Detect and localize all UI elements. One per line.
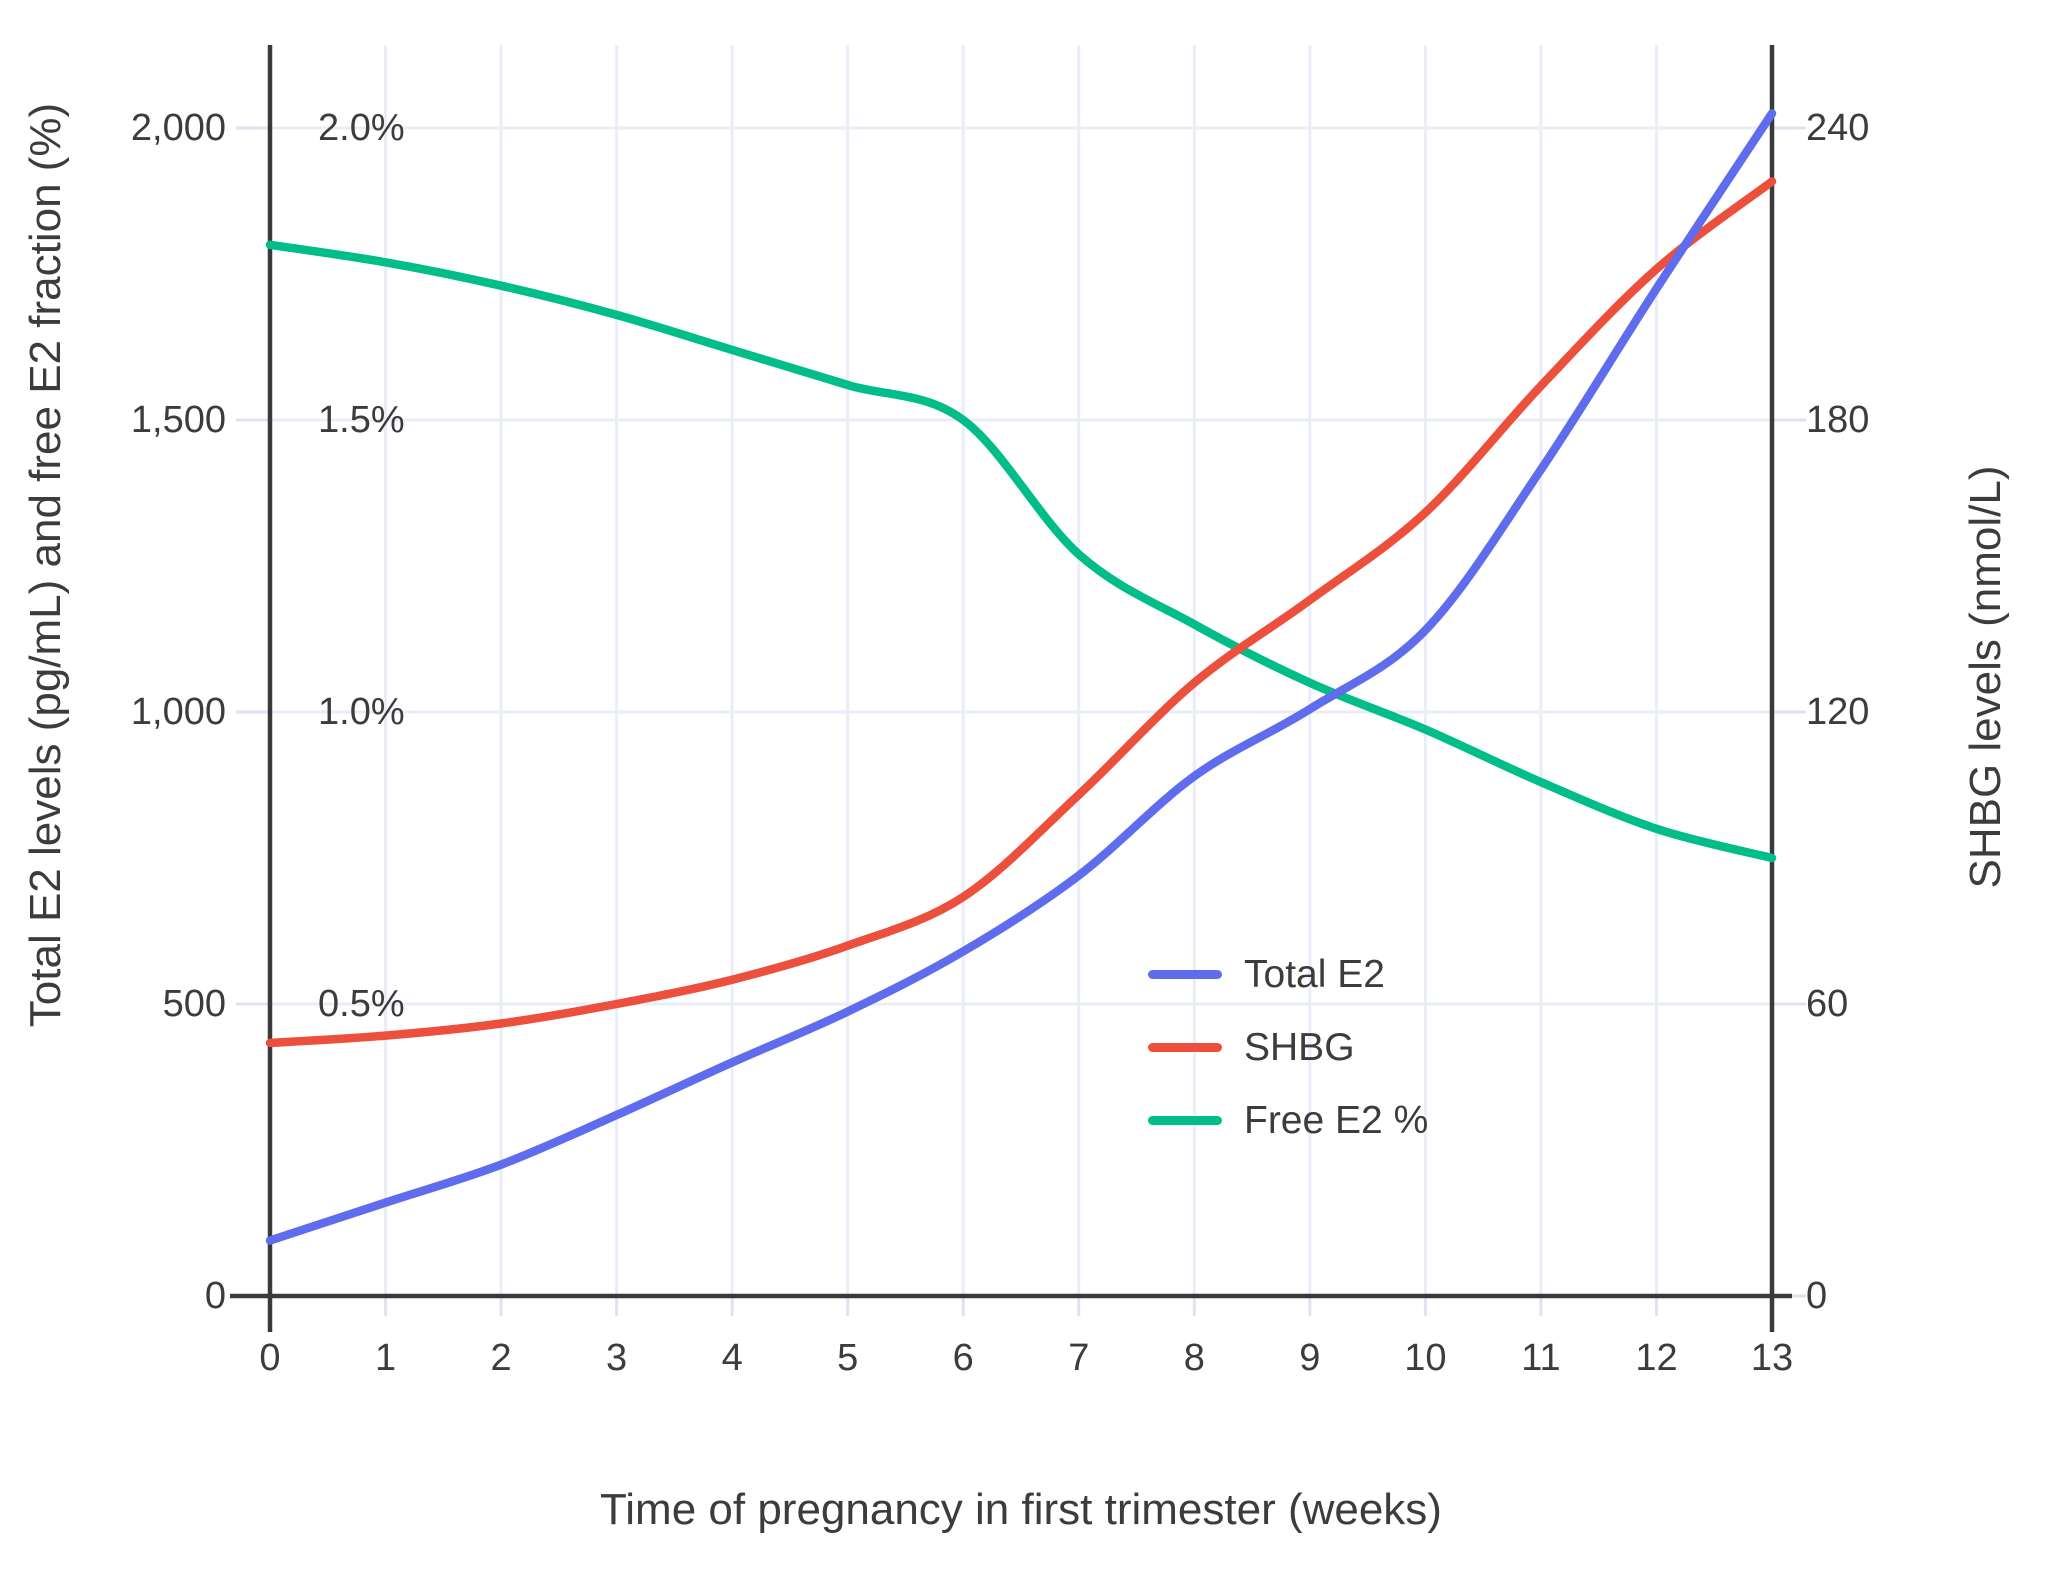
x-tick-11: 11 (1521, 1337, 1561, 1379)
y-left-tick-1,500: 1,500 (130, 399, 226, 441)
y-right-tick-240: 240 (1806, 107, 1870, 149)
x-tick-10: 10 (1404, 1337, 1447, 1379)
y-left-tick-1,000: 1,000 (130, 691, 226, 733)
legend-swatch-shbg (1148, 1043, 1222, 1052)
series-line-shbg (265, 177, 1777, 1048)
x-tick-9: 9 (1299, 1337, 1321, 1379)
x-tick-5: 5 (837, 1337, 859, 1379)
legend-label-total-e2: Total E2 (1244, 952, 1385, 996)
series-line-total-e2 (265, 109, 1777, 1245)
x-tick-2: 2 (490, 1337, 512, 1379)
x-tick-8: 8 (1183, 1337, 1205, 1379)
y-right-tick-0: 0 (1806, 1275, 1828, 1317)
x-tick-6: 6 (952, 1337, 974, 1379)
x-tick-1: 1 (374, 1337, 397, 1379)
y-axis-left-title: Total E2 levels (pg/mL) and free E2 frac… (21, 102, 70, 1028)
x-axis-title: Time of pregnancy in first trimester (we… (600, 1485, 1442, 1534)
y-axis-right-title: SHBG levels (nmol/L) (1961, 465, 2010, 889)
x-tick-3: 3 (606, 1337, 628, 1379)
y-right-tick-60: 60 (1806, 983, 1849, 1025)
x-tick-12: 12 (1635, 1337, 1678, 1379)
legend-label-free-e2: Free E2 % (1244, 1098, 1429, 1142)
legend-item-shbg: SHBG (1148, 1011, 1428, 1084)
y-percent-tick-2.0%: 2.0% (318, 107, 405, 149)
series-line-free-e2- (265, 240, 1777, 863)
legend-item-total-e2: Total E2 (1148, 938, 1428, 1011)
x-tick-13: 13 (1750, 1337, 1794, 1379)
y-percent-tick-1.0%: 1.0% (318, 691, 405, 733)
x-tick-4: 4 (721, 1337, 743, 1379)
y-right-tick-180: 180 (1806, 399, 1870, 441)
y-left-tick-500: 500 (162, 983, 226, 1025)
x-tick-7: 7 (1068, 1337, 1090, 1379)
x-tick-0: 0 (259, 1337, 281, 1379)
y-right-tick-120: 120 (1806, 691, 1870, 733)
legend: Total E2 SHBG Free E2 % (1148, 938, 1428, 1157)
legend-label-shbg: SHBG (1244, 1025, 1355, 1069)
y-left-tick-0: 0 (204, 1275, 226, 1317)
y-left-tick-2,000: 2,000 (130, 107, 226, 149)
legend-swatch-total-e2 (1148, 970, 1222, 979)
y-percent-tick-1.5%: 1.5% (318, 399, 405, 441)
y-percent-tick-0.5%: 0.5% (318, 983, 405, 1025)
legend-item-free-e2: Free E2 % (1148, 1084, 1428, 1157)
legend-swatch-free-e2 (1148, 1116, 1222, 1125)
